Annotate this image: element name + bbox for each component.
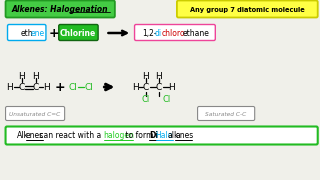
Text: chloro: chloro xyxy=(162,28,185,37)
Text: to form: to form xyxy=(123,131,156,140)
Text: 1,2-: 1,2- xyxy=(142,28,156,37)
Text: anes: anes xyxy=(175,131,194,140)
Text: +: + xyxy=(55,80,66,93)
Text: Cl: Cl xyxy=(142,94,150,103)
FancyBboxPatch shape xyxy=(8,24,46,40)
Text: H: H xyxy=(142,71,149,80)
Text: Unsaturated C=C: Unsaturated C=C xyxy=(9,111,60,116)
Text: eth: eth xyxy=(21,28,34,37)
Text: +: + xyxy=(49,26,60,39)
FancyBboxPatch shape xyxy=(5,107,65,120)
Text: Cl: Cl xyxy=(163,94,171,103)
Text: Alk: Alk xyxy=(17,131,29,140)
Text: C: C xyxy=(32,82,39,91)
Text: di: di xyxy=(155,28,162,37)
Text: H: H xyxy=(7,82,13,91)
FancyBboxPatch shape xyxy=(5,1,115,17)
Text: H: H xyxy=(155,71,162,80)
FancyBboxPatch shape xyxy=(134,24,215,40)
Text: Alkenes: Halogenation: Alkenes: Halogenation xyxy=(12,5,108,14)
Text: H: H xyxy=(32,71,39,80)
Text: can react with a: can react with a xyxy=(36,131,103,140)
Text: Chlorine: Chlorine xyxy=(60,28,96,37)
Text: enes: enes xyxy=(26,131,44,140)
Text: Cl: Cl xyxy=(68,82,77,91)
Text: Any group 7 diatomic molecule: Any group 7 diatomic molecule xyxy=(190,6,305,12)
Text: ene: ene xyxy=(31,28,45,37)
Text: H: H xyxy=(19,71,25,80)
Text: C: C xyxy=(156,82,162,91)
Text: H: H xyxy=(168,82,175,91)
Text: H: H xyxy=(43,82,50,91)
Text: halogen: halogen xyxy=(104,131,134,140)
Text: Halo: Halo xyxy=(156,131,173,140)
Text: C: C xyxy=(143,82,149,91)
Text: alk: alk xyxy=(168,131,179,140)
FancyBboxPatch shape xyxy=(197,107,255,120)
Text: Saturated C-C: Saturated C-C xyxy=(205,111,246,116)
FancyBboxPatch shape xyxy=(177,1,318,17)
Text: H: H xyxy=(132,82,139,91)
Text: Di: Di xyxy=(149,131,158,140)
Text: C: C xyxy=(19,82,25,91)
FancyBboxPatch shape xyxy=(5,127,318,145)
Text: ethane: ethane xyxy=(182,28,209,37)
FancyBboxPatch shape xyxy=(59,24,98,40)
Text: Cl: Cl xyxy=(84,82,93,91)
